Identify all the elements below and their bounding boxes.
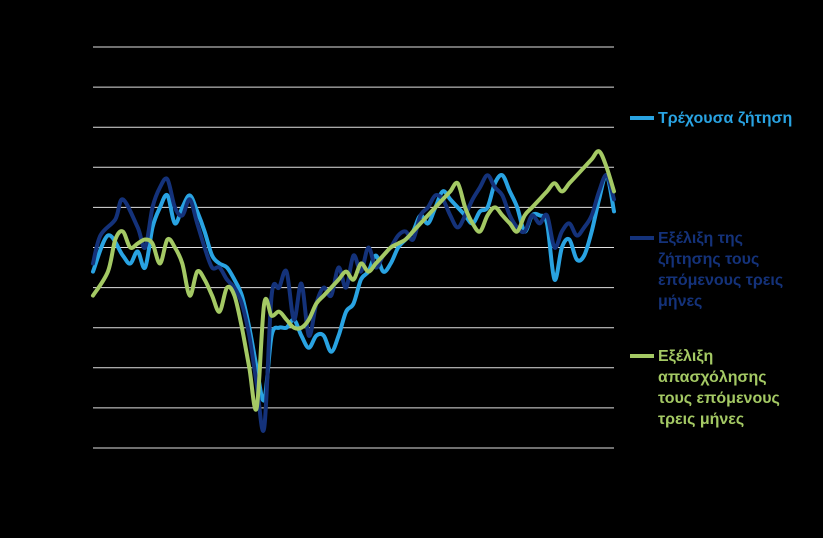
legend-item-demand-outlook: Εξέλιξη της ζήτησης τους επόμενους τρεις… [630, 228, 808, 312]
legend-item-employment-outlook: Εξέλιξη απασχόλησης τους επόμενους τρεις… [630, 346, 808, 430]
series-line-employment-outlook [91, 149, 616, 412]
legend-swatch-employment-outlook [630, 354, 654, 358]
legend-item-current-demand: Τρέχουσα ζήτηση [630, 108, 818, 129]
legend-label-employment-outlook: Εξέλιξη απασχόλησης τους επόμενους τρεις… [658, 348, 780, 428]
legend-label-demand-outlook: Εξέλιξη της ζήτησης τους επόμενους τρεις… [658, 230, 784, 310]
gridlines [93, 46, 614, 449]
legend-swatch-demand-outlook [630, 236, 654, 240]
legend-swatch-current-demand [630, 116, 654, 120]
legend-label-current-demand: Τρέχουσα ζήτηση [658, 110, 793, 127]
series-lines [91, 149, 616, 433]
